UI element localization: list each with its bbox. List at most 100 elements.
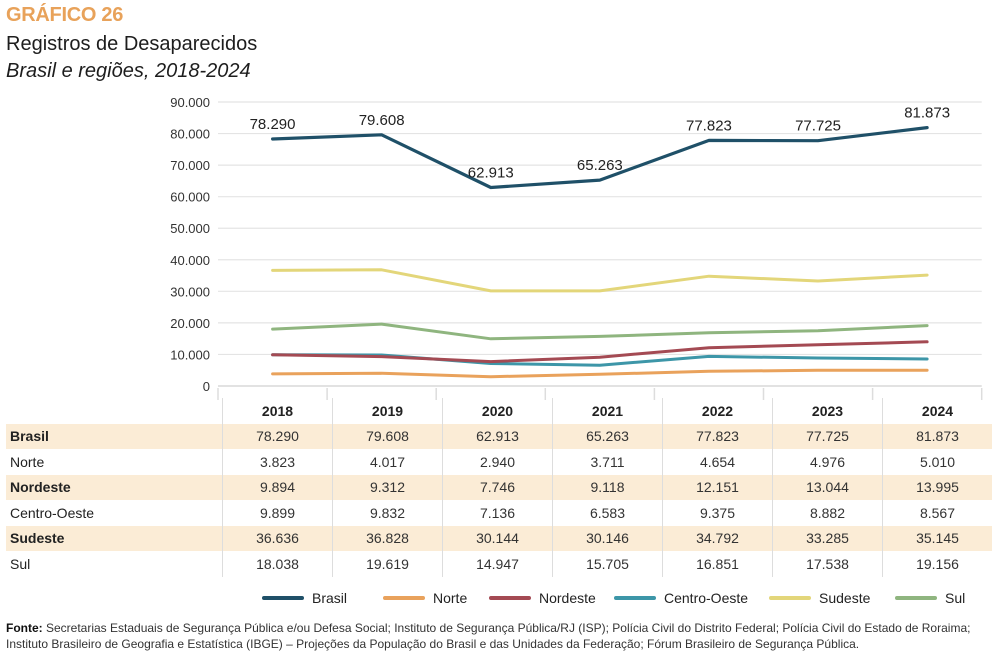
table-cell: 4.017 bbox=[332, 449, 443, 475]
table-cell: 4.976 bbox=[772, 449, 883, 475]
table-row: Sul 18.038 19.619 14.947 15.705 16.851 17.538 1… bbox=[6, 551, 992, 577]
table-cell: 9.899 bbox=[222, 500, 333, 526]
source-note: Fonte: Secretarias Estaduais de Seguranç… bbox=[6, 620, 996, 652]
table-cell: 36.828 bbox=[332, 525, 443, 551]
legend-swatch bbox=[614, 596, 656, 600]
table-cell: 3.711 bbox=[552, 449, 663, 475]
year-header: 2018 bbox=[222, 398, 333, 424]
table-cell: 77.725 bbox=[772, 423, 883, 449]
y-tick-label: 80.000 bbox=[170, 127, 210, 142]
y-tick-label: 60.000 bbox=[170, 190, 210, 205]
legend-swatch bbox=[769, 596, 811, 600]
table-cell: 16.851 bbox=[662, 551, 773, 577]
series-line-sul bbox=[271, 322, 929, 341]
row-label: Norte bbox=[10, 453, 45, 470]
legend-label: Nordeste bbox=[539, 590, 596, 606]
chart-number: GRÁFICO 26 bbox=[6, 4, 124, 26]
table-cell: 34.792 bbox=[662, 525, 773, 551]
table-cell: 19.156 bbox=[882, 551, 992, 577]
legend-item: Brasil bbox=[262, 590, 347, 606]
legend-label: Centro-Oeste bbox=[664, 590, 749, 606]
source-text: Secretarias Estaduais de Segurança Públi… bbox=[6, 621, 971, 651]
table-row: Brasil 78.290 79.608 62.913 65.263 77.823 77.7… bbox=[6, 423, 992, 449]
table-cell: 8.567 bbox=[882, 500, 992, 526]
chart-title: Registros de Desaparecidos bbox=[6, 33, 258, 55]
row-label: Centro-Oeste bbox=[10, 504, 95, 521]
table-row: Norte 3.823 4.017 2.940 3.711 4.654 4.976 5.010 bbox=[6, 449, 992, 475]
year-header: 2023 bbox=[772, 398, 883, 424]
legend-swatch bbox=[262, 596, 304, 600]
y-tick-label: 30.000 bbox=[170, 284, 210, 299]
year-header: 2022 bbox=[662, 398, 773, 424]
legend-label: Norte bbox=[433, 590, 468, 606]
series-lines bbox=[271, 125, 929, 379]
table-cell: 13.044 bbox=[772, 474, 883, 500]
table-cell: 9.118 bbox=[552, 474, 663, 500]
year-header: 2019 bbox=[332, 398, 443, 424]
table-cell: 18.038 bbox=[222, 551, 333, 577]
table-cell: 15.705 bbox=[552, 551, 663, 577]
y-tick-label: 90.000 bbox=[170, 95, 210, 110]
data-label: 77.725 bbox=[795, 118, 841, 135]
table-cell: 4.654 bbox=[662, 449, 773, 475]
data-label: 77.823 bbox=[686, 117, 732, 134]
table-cell: 35.145 bbox=[882, 525, 992, 551]
y-axis-ticks: 0 10.000 20.000 30.000 40.000 50.000 60.000 70.… bbox=[170, 95, 210, 394]
legend-item: Centro-Oeste bbox=[614, 590, 748, 606]
legend-item: Nordeste bbox=[489, 590, 596, 606]
table-cell: 14.947 bbox=[442, 551, 553, 577]
legend-label: Brasil bbox=[312, 590, 348, 606]
legend-swatch bbox=[383, 596, 425, 600]
data-label: 81.873 bbox=[904, 105, 950, 122]
data-label: 79.608 bbox=[359, 112, 405, 129]
series-line-sudeste bbox=[271, 268, 929, 293]
y-tick-label: 20.000 bbox=[170, 316, 210, 331]
table-row: Centro-Oeste 9.899 9.832 7.136 6.583 9.375 8.8… bbox=[6, 500, 992, 526]
legend-item: Sul bbox=[895, 590, 965, 606]
legend-swatch bbox=[489, 596, 531, 600]
year-header: 2020 bbox=[442, 398, 553, 424]
line-chart: 0 10.000 20.000 30.000 40.000 50.000 60.000 70.… bbox=[170, 95, 983, 400]
table-cell: 7.136 bbox=[442, 500, 553, 526]
table-cell: 8.882 bbox=[772, 500, 883, 526]
data-table: 2018 2019 2020 2021 2022 2023 2024 Brasi… bbox=[6, 398, 992, 577]
row-label: Brasil bbox=[6, 423, 223, 449]
table-cell: 33.285 bbox=[772, 525, 883, 551]
legend-item: Sudeste bbox=[769, 590, 870, 606]
table-cell: 36.636 bbox=[222, 525, 333, 551]
table-cell: 30.144 bbox=[442, 525, 553, 551]
table-cell: 62.913 bbox=[442, 423, 553, 449]
table-cell: 17.538 bbox=[772, 551, 883, 577]
table-corner bbox=[6, 398, 223, 424]
data-label: 78.290 bbox=[250, 116, 296, 133]
table-cell: 3.823 bbox=[222, 449, 333, 475]
row-label: Nordeste bbox=[6, 474, 223, 500]
data-label: 62.913 bbox=[468, 164, 514, 181]
y-tick-label: 70.000 bbox=[170, 158, 210, 173]
data-label: 65.263 bbox=[577, 157, 623, 174]
table-cell: 65.263 bbox=[552, 423, 663, 449]
series-line-nordeste bbox=[271, 340, 929, 364]
y-tick-label: 40.000 bbox=[170, 253, 210, 268]
chart-subtitle: Brasil e regiões, 2018-2024 bbox=[6, 60, 251, 82]
table-row: Nordeste 9.894 9.312 7.746 9.118 12.151 13.044… bbox=[6, 474, 992, 500]
series-line-centro-oeste bbox=[271, 353, 929, 367]
row-label: Sudeste bbox=[6, 525, 223, 551]
table-cell: 7.746 bbox=[442, 474, 553, 500]
table-cell: 9.832 bbox=[332, 500, 443, 526]
table-cell: 9.312 bbox=[332, 474, 443, 500]
table-cell: 9.375 bbox=[662, 500, 773, 526]
table-cell: 19.619 bbox=[332, 551, 443, 577]
table-cell: 81.873 bbox=[882, 423, 992, 449]
source-label: Fonte: bbox=[6, 621, 43, 635]
table-cell: 77.823 bbox=[662, 423, 773, 449]
table-cell: 79.608 bbox=[332, 423, 443, 449]
series-line-brasil bbox=[271, 125, 929, 190]
row-label: Sul bbox=[10, 555, 31, 572]
table-cell: 9.894 bbox=[222, 474, 333, 500]
y-tick-label: 50.000 bbox=[170, 221, 210, 236]
table-cell: 78.290 bbox=[222, 423, 333, 449]
table-cell: 13.995 bbox=[882, 474, 992, 500]
table-cell: 30.146 bbox=[552, 525, 663, 551]
legend-swatch bbox=[895, 596, 937, 600]
